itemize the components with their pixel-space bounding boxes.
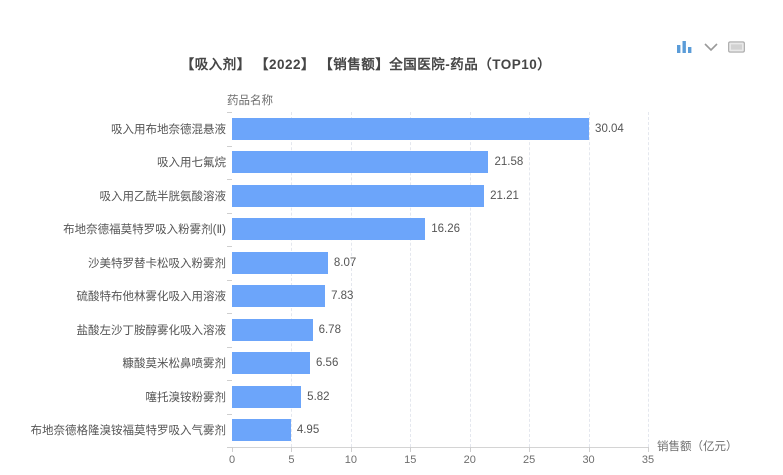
category-label: 吸入用乙酰半胱氨酸溶液 — [99, 190, 227, 203]
bar[interactable] — [232, 285, 326, 308]
category-label: 吸入用布地奈德混悬液 — [111, 123, 226, 136]
y-axis-tick — [227, 447, 232, 448]
value-label: 16.26 — [431, 223, 461, 236]
y-axis-tick — [227, 145, 232, 147]
value-label: 8.07 — [333, 256, 357, 269]
x-axis-tick — [410, 447, 412, 452]
x-axis-tick — [588, 447, 590, 452]
x-tick-label: 0 — [228, 454, 236, 466]
x-axis-line — [232, 447, 649, 448]
bar[interactable] — [232, 352, 310, 375]
bar[interactable] — [232, 184, 485, 207]
chevron-down-icon[interactable] — [702, 40, 719, 54]
gridline — [410, 112, 412, 447]
category-label: 糠酸莫米松鼻喷雾剂 — [122, 358, 227, 371]
category-label: 盐酸左沙丁胺醇雾化吸入溶液 — [76, 324, 227, 337]
y-axis-tick — [227, 246, 232, 247]
bar[interactable] — [232, 385, 302, 408]
bar[interactable] — [232, 419, 291, 442]
y-axis-tick — [227, 212, 232, 214]
value-label: 30.04 — [595, 122, 624, 135]
value-label: 21.58 — [494, 156, 524, 169]
gridline — [588, 112, 590, 447]
value-label: 6.56 — [315, 357, 339, 370]
bar-chart-icon[interactable] — [676, 40, 693, 54]
x-tick-label: 5 — [288, 454, 295, 466]
bar[interactable] — [232, 318, 313, 341]
value-label: 6.78 — [318, 323, 341, 336]
value-label: 7.83 — [331, 290, 354, 303]
y-axis-tick — [227, 313, 232, 314]
x-axis-tick — [350, 447, 352, 452]
category-label: 吸入用七氟烷 — [157, 157, 226, 170]
x-axis-tick — [529, 447, 531, 452]
y-axis-name: 药品名称 — [227, 95, 273, 107]
x-axis-tick — [648, 447, 649, 452]
category-label: 布地奈德福莫特罗吸入粉雾剂(Ⅱ) — [63, 224, 226, 237]
bar[interactable] — [232, 218, 426, 241]
x-tick-label: 35 — [641, 454, 655, 466]
x-tick-label: 30 — [582, 454, 595, 466]
y-axis-tick — [227, 112, 232, 113]
x-axis-tick — [469, 447, 471, 452]
category-label: 沙美特罗替卡松吸入粉雾剂 — [88, 257, 226, 270]
value-label: 5.82 — [307, 390, 330, 403]
x-axis-tick — [232, 447, 233, 452]
image-icon[interactable] — [728, 40, 745, 54]
x-tick-label: 10 — [344, 454, 357, 466]
x-tick-label: 20 — [463, 454, 476, 466]
gridline — [529, 112, 531, 447]
chart-toolbox — [676, 40, 745, 54]
x-axis-name: 销售额（亿元） — [657, 441, 738, 453]
gridline — [291, 112, 293, 447]
x-tick-label: 15 — [404, 454, 417, 466]
x-axis-tick — [291, 447, 293, 452]
bar[interactable] — [232, 117, 590, 140]
y-axis-tick — [227, 179, 232, 180]
category-label: 布地奈德格隆溴铵福莫特罗吸入气雾剂 — [30, 425, 227, 438]
y-axis-tick — [227, 346, 232, 348]
value-label: 4.95 — [296, 424, 320, 437]
gridline — [469, 112, 471, 447]
gridline — [648, 112, 649, 447]
value-label: 21.21 — [490, 189, 519, 202]
y-axis-tick — [227, 279, 232, 281]
bar[interactable] — [232, 251, 328, 274]
chart-title: 【吸入剂】 【2022】 【销售额】全国医院-药品（TOP10） — [180, 57, 552, 72]
gridline — [350, 112, 352, 447]
category-label: 硫酸特布他林雾化吸入用溶液 — [76, 291, 227, 304]
x-tick-label: 25 — [523, 454, 536, 466]
y-axis-tick — [227, 413, 232, 415]
category-label: 噻托溴铵粉雾剂 — [145, 391, 227, 404]
bar[interactable] — [232, 151, 489, 174]
y-axis-tick — [227, 380, 232, 381]
